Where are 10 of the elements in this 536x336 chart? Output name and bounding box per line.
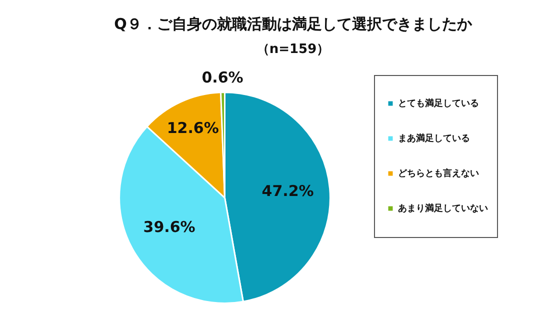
data-label: 0.6% [202, 68, 244, 86]
chart-title: Q９．ご自身の就職活動は満足して選択できましたか [114, 14, 473, 33]
chart-subtitle: （n=159） [256, 42, 330, 58]
data-label: 47.2% [262, 182, 314, 200]
legend-label: とても満足している [398, 98, 479, 109]
data-label: 39.6% [143, 218, 196, 236]
legend-label: まあ満足している [398, 132, 470, 144]
legend-label: あまり満足していない [398, 202, 488, 214]
legend-label: どちらとも言えない [398, 168, 479, 179]
data-label: 12.6% [166, 118, 219, 137]
